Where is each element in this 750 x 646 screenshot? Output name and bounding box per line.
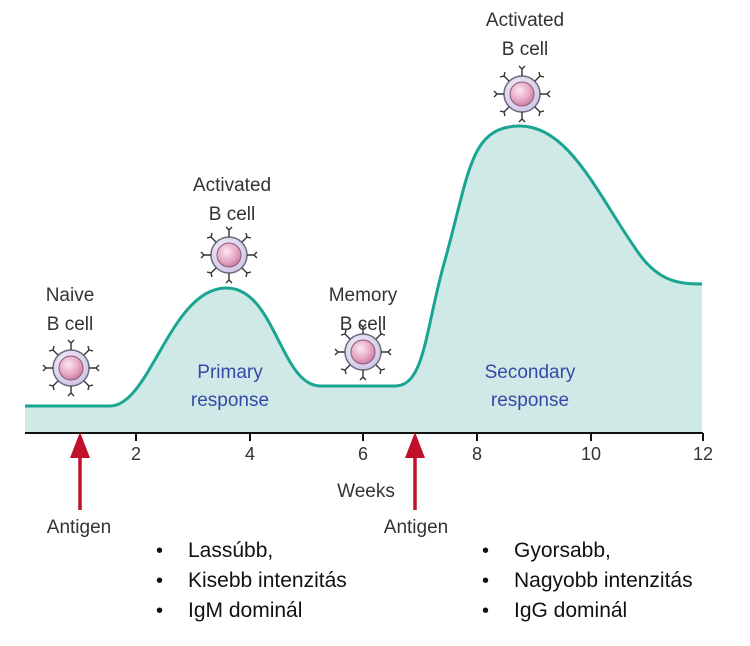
activated-secondary-label-line2: B cell xyxy=(502,39,548,60)
tick-label: 8 xyxy=(472,444,482,464)
tick-label: 10 xyxy=(581,444,601,464)
activated-primary-label-line1: Activated xyxy=(193,175,271,196)
note-item: Nagyobb intenzitás xyxy=(478,566,693,596)
memory-cell-label-line2: B cell xyxy=(340,314,386,335)
x-axis xyxy=(25,432,704,441)
secondary-response-label-line2: response xyxy=(491,390,569,411)
antigen-arrow-first xyxy=(70,432,90,510)
naive-cell-label-line2: B cell xyxy=(47,314,93,335)
primary-response-label-line2: response xyxy=(191,390,269,411)
antigen-label-first: Antigen xyxy=(47,517,111,538)
x-axis-label: Weeks xyxy=(337,481,395,502)
naive-b-cell-icon xyxy=(42,339,100,397)
response-curve-area xyxy=(25,125,702,433)
note-item: IgG dominál xyxy=(478,596,693,626)
tick-label: 4 xyxy=(245,444,255,464)
secondary-response-notes: Gyorsabb, Nagyobb intenzitás IgG dominál xyxy=(478,536,693,626)
primary-response-label-line1: Primary xyxy=(197,362,263,383)
naive-cell-label-line1: Naive xyxy=(46,285,95,306)
primary-response-notes: Lassúbb, Kisebb intenzitás IgM dominál xyxy=(152,536,347,626)
note-item: Gyorsabb, xyxy=(478,536,693,566)
antigen-label-second: Antigen xyxy=(384,517,448,538)
tick-label: 2 xyxy=(131,444,141,464)
activated-b-cell-icon xyxy=(493,65,551,123)
activated-b-cell-icon xyxy=(200,226,258,284)
memory-cell-label-line1: Memory xyxy=(329,285,398,306)
note-item: Lassúbb, xyxy=(152,536,347,566)
tick-label: 12 xyxy=(693,444,713,464)
secondary-response-label-line1: Secondary xyxy=(485,362,576,383)
response-curve-line xyxy=(25,124,703,408)
note-item: Kisebb intenzitás xyxy=(152,566,347,596)
antigen-arrow-second xyxy=(405,432,425,510)
note-item: IgM dominál xyxy=(152,596,347,626)
activated-primary-label-line2: B cell xyxy=(209,204,255,225)
activated-secondary-label-line1: Activated xyxy=(486,10,564,31)
tick-label: 6 xyxy=(358,444,368,464)
